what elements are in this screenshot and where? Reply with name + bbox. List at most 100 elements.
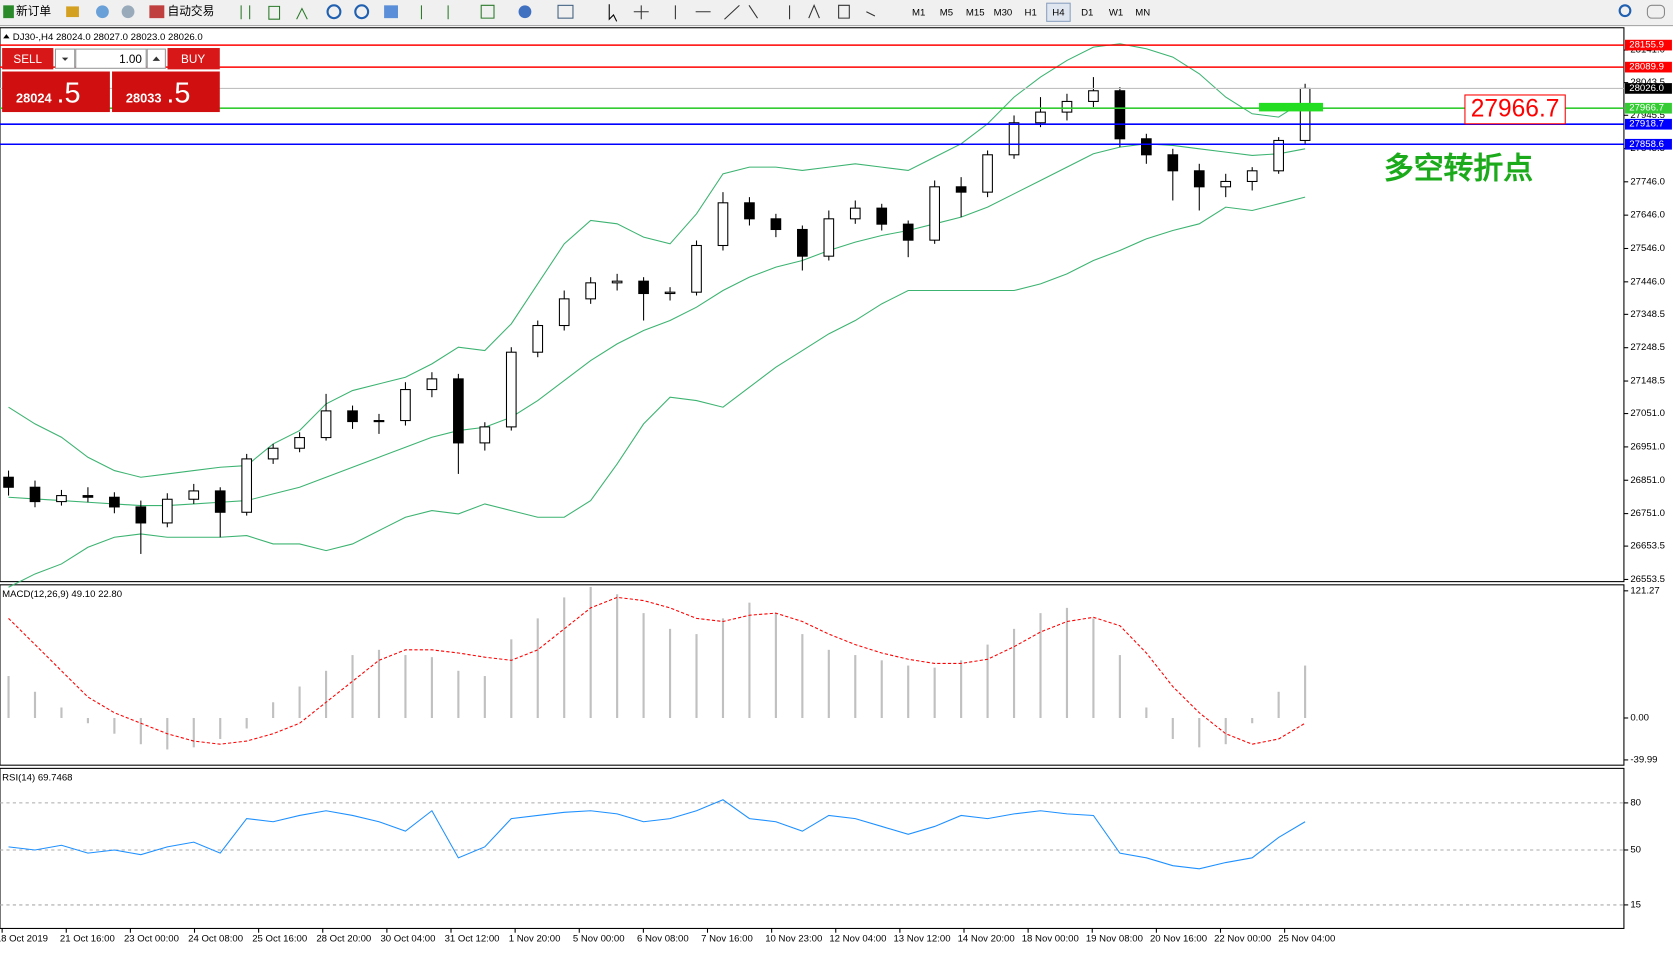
candle-body: [1193, 170, 1205, 188]
y-tick-label: 27446.0: [1630, 276, 1665, 287]
y-tick-label: 27546.0: [1630, 243, 1665, 254]
last-price-label: 28026.0: [1629, 83, 1664, 94]
buy-button[interactable]: [167, 48, 220, 70]
macd-bar: [483, 676, 486, 718]
x-tick-label: 6 Nov 08:00: [637, 934, 689, 945]
macd-bar: [1145, 707, 1148, 718]
bollinger-band: [8, 43, 1306, 478]
macd-bar: [430, 657, 433, 718]
chart-tools[interactable]: [420, 4, 495, 20]
chart-tools[interactable]: [240, 5, 308, 20]
macd-bar: [907, 665, 910, 718]
timeframe[interactable]: D1: [1081, 7, 1093, 18]
timeframe[interactable]: H1: [1025, 7, 1037, 18]
auto-trading[interactable]: 自动交易: [168, 4, 215, 18]
toolbar: [0, 0, 1673, 26]
zoom-out[interactable]: [354, 4, 370, 20]
macd-bar: [192, 717, 195, 748]
x-tick-label: 12 Nov 04:00: [829, 934, 886, 945]
candle-body: [797, 228, 808, 257]
macd-bar: [774, 613, 777, 718]
macd-bar: [245, 717, 248, 729]
x-tick-label: 25 Oct 16:00: [252, 934, 307, 945]
candle-body: [558, 298, 570, 327]
timeframe[interactable]: M5: [940, 7, 953, 18]
candle-body: [267, 447, 279, 460]
candle-body: [611, 280, 623, 284]
timeframe[interactable]: W1: [1109, 7, 1123, 18]
x-tick-label: 22 Nov 00:00: [1214, 934, 1271, 945]
lot-input[interactable]: [75, 48, 147, 69]
candle-body: [1167, 154, 1179, 172]
timeframe[interactable]: H4: [1052, 7, 1065, 18]
candle-body: [453, 378, 464, 444]
macd-bar: [668, 628, 672, 718]
candle-body: [1220, 180, 1232, 188]
chat[interactable]: [1646, 4, 1665, 19]
chart-icon: [3, 34, 10, 39]
y-tick-label: 26951.0: [1630, 441, 1665, 452]
sell-label[interactable]: SELL: [13, 53, 42, 66]
y-tick-label: 80: [1630, 797, 1641, 808]
macd-bar: [854, 655, 857, 718]
candle-body: [955, 186, 967, 193]
auto-trading-icon[interactable]: [149, 5, 165, 19]
macd-bar: [272, 702, 275, 718]
sell-price[interactable]: 28024: [16, 91, 52, 106]
x-tick-label: 31 Oct 12:00: [445, 934, 500, 945]
icon[interactable]: [66, 6, 79, 18]
candle-body: [320, 410, 332, 439]
panel-title: RSI(14) 69.7468: [2, 773, 72, 784]
timeframe[interactable]: M1: [912, 7, 925, 18]
candle-body: [347, 410, 358, 423]
y-tick-label: 15: [1630, 899, 1641, 910]
sell-button[interactable]: [2, 48, 54, 70]
y-tick-label: 0.00: [1630, 713, 1649, 724]
macd-bar: [404, 655, 407, 718]
cursor[interactable]: [608, 4, 618, 22]
candle-body: [1246, 170, 1258, 183]
new-order[interactable]: 新订单: [16, 4, 51, 18]
buy-price-box[interactable]: [112, 71, 220, 113]
macd-bar: [60, 707, 63, 718]
level-box: [1624, 102, 1672, 114]
candle-body: [744, 202, 755, 220]
macd-bar: [457, 670, 460, 718]
candle-body: [82, 495, 94, 498]
icon[interactable]: [96, 5, 109, 19]
y-tick-label: 27248.5: [1630, 342, 1665, 353]
y-tick-label: 50: [1630, 845, 1641, 856]
buy-price[interactable]: 28033: [126, 91, 162, 106]
timeframe[interactable]: M15: [966, 7, 985, 18]
timeframe[interactable]: M30: [994, 7, 1013, 18]
new-order-icon[interactable]: [3, 5, 14, 19]
sell-fraction[interactable]: .5: [57, 78, 81, 110]
candle-body: [929, 186, 940, 241]
level-box: [1624, 61, 1672, 73]
macd-bar: [33, 691, 37, 718]
panel: [0, 767, 1625, 929]
sell-price-box[interactable]: [2, 71, 110, 113]
periods[interactable]: [518, 5, 532, 19]
zoom-in[interactable]: [326, 4, 342, 20]
lot[interactable]: 1.00: [119, 53, 142, 66]
timeframe[interactable]: MN: [1135, 7, 1150, 18]
plot: DJ30-,H4 28024.0 28027.0 28023.0 28026.0…: [0, 27, 1672, 945]
templates[interactable]: [557, 4, 574, 19]
panel-title: MACD(12,26,9) 49.10 22.80: [2, 589, 122, 600]
icon[interactable]: [121, 5, 135, 19]
macd-bar: [642, 613, 645, 718]
x-tick-label: 13 Nov 12:00: [893, 934, 950, 945]
search[interactable]: [1618, 4, 1632, 18]
buy-fraction[interactable]: .5: [166, 78, 190, 110]
candle-body: [29, 486, 41, 503]
candle-body: [426, 378, 438, 391]
candle-body: [823, 218, 835, 257]
candle-body: [691, 244, 702, 293]
tile[interactable]: [384, 5, 398, 19]
candle-body: [532, 324, 544, 353]
macd-bar: [377, 649, 381, 718]
candle-body: [982, 154, 993, 193]
drawing-tools[interactable]: [633, 3, 876, 20]
buy-label[interactable]: BUY: [181, 53, 205, 66]
